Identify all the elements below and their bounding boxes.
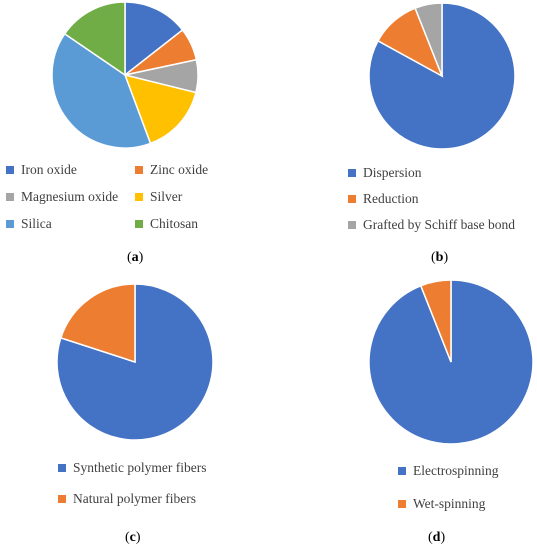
- legend-label-d-1: Wet-spinning: [413, 496, 486, 511]
- chart-panel-a: Iron oxide Zinc oxide Magnesium oxide Si…: [0, 0, 268, 270]
- legend-label-a-1: Zinc oxide: [150, 162, 209, 177]
- pie-slice-b-0: [368, 2, 516, 150]
- chart-panel-d: Electrospinning Wet-spinning (d): [268, 270, 537, 550]
- pie-slice-a-0: [124, 1, 184, 77]
- legend-item-d-0: Electrospinning: [398, 463, 498, 479]
- legend-swatch-b-2: [348, 221, 356, 229]
- panel-label-d: (d): [428, 530, 446, 545]
- legend-swatch-a-1: [135, 166, 143, 174]
- legend-item-a-0: Iron oxide: [6, 162, 77, 178]
- legend-item-c-1: Natural polymer fibers: [58, 491, 196, 507]
- legend-swatch-d-0: [398, 467, 406, 475]
- pie-slice-a-3: [123, 73, 197, 145]
- legend-item-b-0: Dispersion: [348, 165, 422, 181]
- legend-label-c-1: Natural polymer fibers: [73, 491, 196, 506]
- legend-swatch-a-5: [135, 220, 143, 228]
- pie-slice-c-1: [59, 283, 136, 364]
- legend-item-b-1: Reduction: [348, 191, 419, 207]
- pie-slice-d-0: [368, 279, 534, 445]
- pie-slice-b-2: [414, 2, 443, 77]
- legend-label-a-3: Silver: [150, 189, 183, 204]
- legend-swatch-a-4: [6, 220, 14, 228]
- legend-item-a-3: Silver: [135, 189, 182, 205]
- legend-swatch-a-0: [6, 166, 14, 174]
- pie-slice-d-1: [419, 279, 452, 363]
- legend-item-a-5: Chitosan: [135, 216, 198, 232]
- legend-label-b-0: Dispersion: [363, 165, 422, 180]
- legend-item-a-4: Silica: [6, 216, 52, 232]
- legend-item-a-2: Magnesium oxide: [6, 189, 118, 205]
- legend-label-c-0: Synthetic polymer fibers: [73, 460, 207, 475]
- legend-label-a-2: Magnesium oxide: [21, 189, 119, 204]
- panel-label-c: (c): [125, 530, 141, 545]
- legend-swatch-a-3: [135, 193, 143, 201]
- legend-swatch-a-2: [6, 193, 14, 201]
- panel-label-b: (b): [431, 250, 449, 265]
- legend-swatch-c-0: [58, 464, 66, 472]
- chart-panel-b: Dispersion Reduction Grafted by Schiff b…: [268, 0, 537, 270]
- legend-item-a-1: Zinc oxide: [135, 162, 208, 178]
- pie-chart-a: [51, 1, 199, 149]
- legend-label-b-2: Grafted by Schiff base bond: [363, 217, 515, 232]
- pie-chart-d: [368, 279, 534, 445]
- legend-swatch-b-1: [348, 195, 356, 203]
- legend-label-d-0: Electrospinning: [413, 463, 499, 478]
- legend-label-a-4: Silica: [21, 216, 52, 231]
- chart-panel-c: Synthetic polymer fibers Natural polymer…: [0, 270, 268, 550]
- legend-item-b-2: Grafted by Schiff base bond: [348, 217, 515, 233]
- legend-item-c-0: Synthetic polymer fibers: [58, 460, 206, 476]
- legend-swatch-b-0: [348, 169, 356, 177]
- legend-item-d-1: Wet-spinning: [398, 496, 485, 512]
- legend-swatch-d-1: [398, 500, 406, 508]
- panel-label-a: (a): [127, 250, 144, 265]
- pie-chart-c: [56, 283, 214, 441]
- legend-label-a-0: Iron oxide: [21, 162, 77, 177]
- pie-chart-b: [368, 2, 516, 150]
- legend-swatch-c-1: [58, 495, 66, 503]
- pie-slice-a-5: [63, 1, 126, 77]
- legend-label-b-1: Reduction: [363, 191, 419, 206]
- legend-label-a-5: Chitosan: [150, 216, 199, 231]
- pie-slice-a-4: [51, 32, 152, 149]
